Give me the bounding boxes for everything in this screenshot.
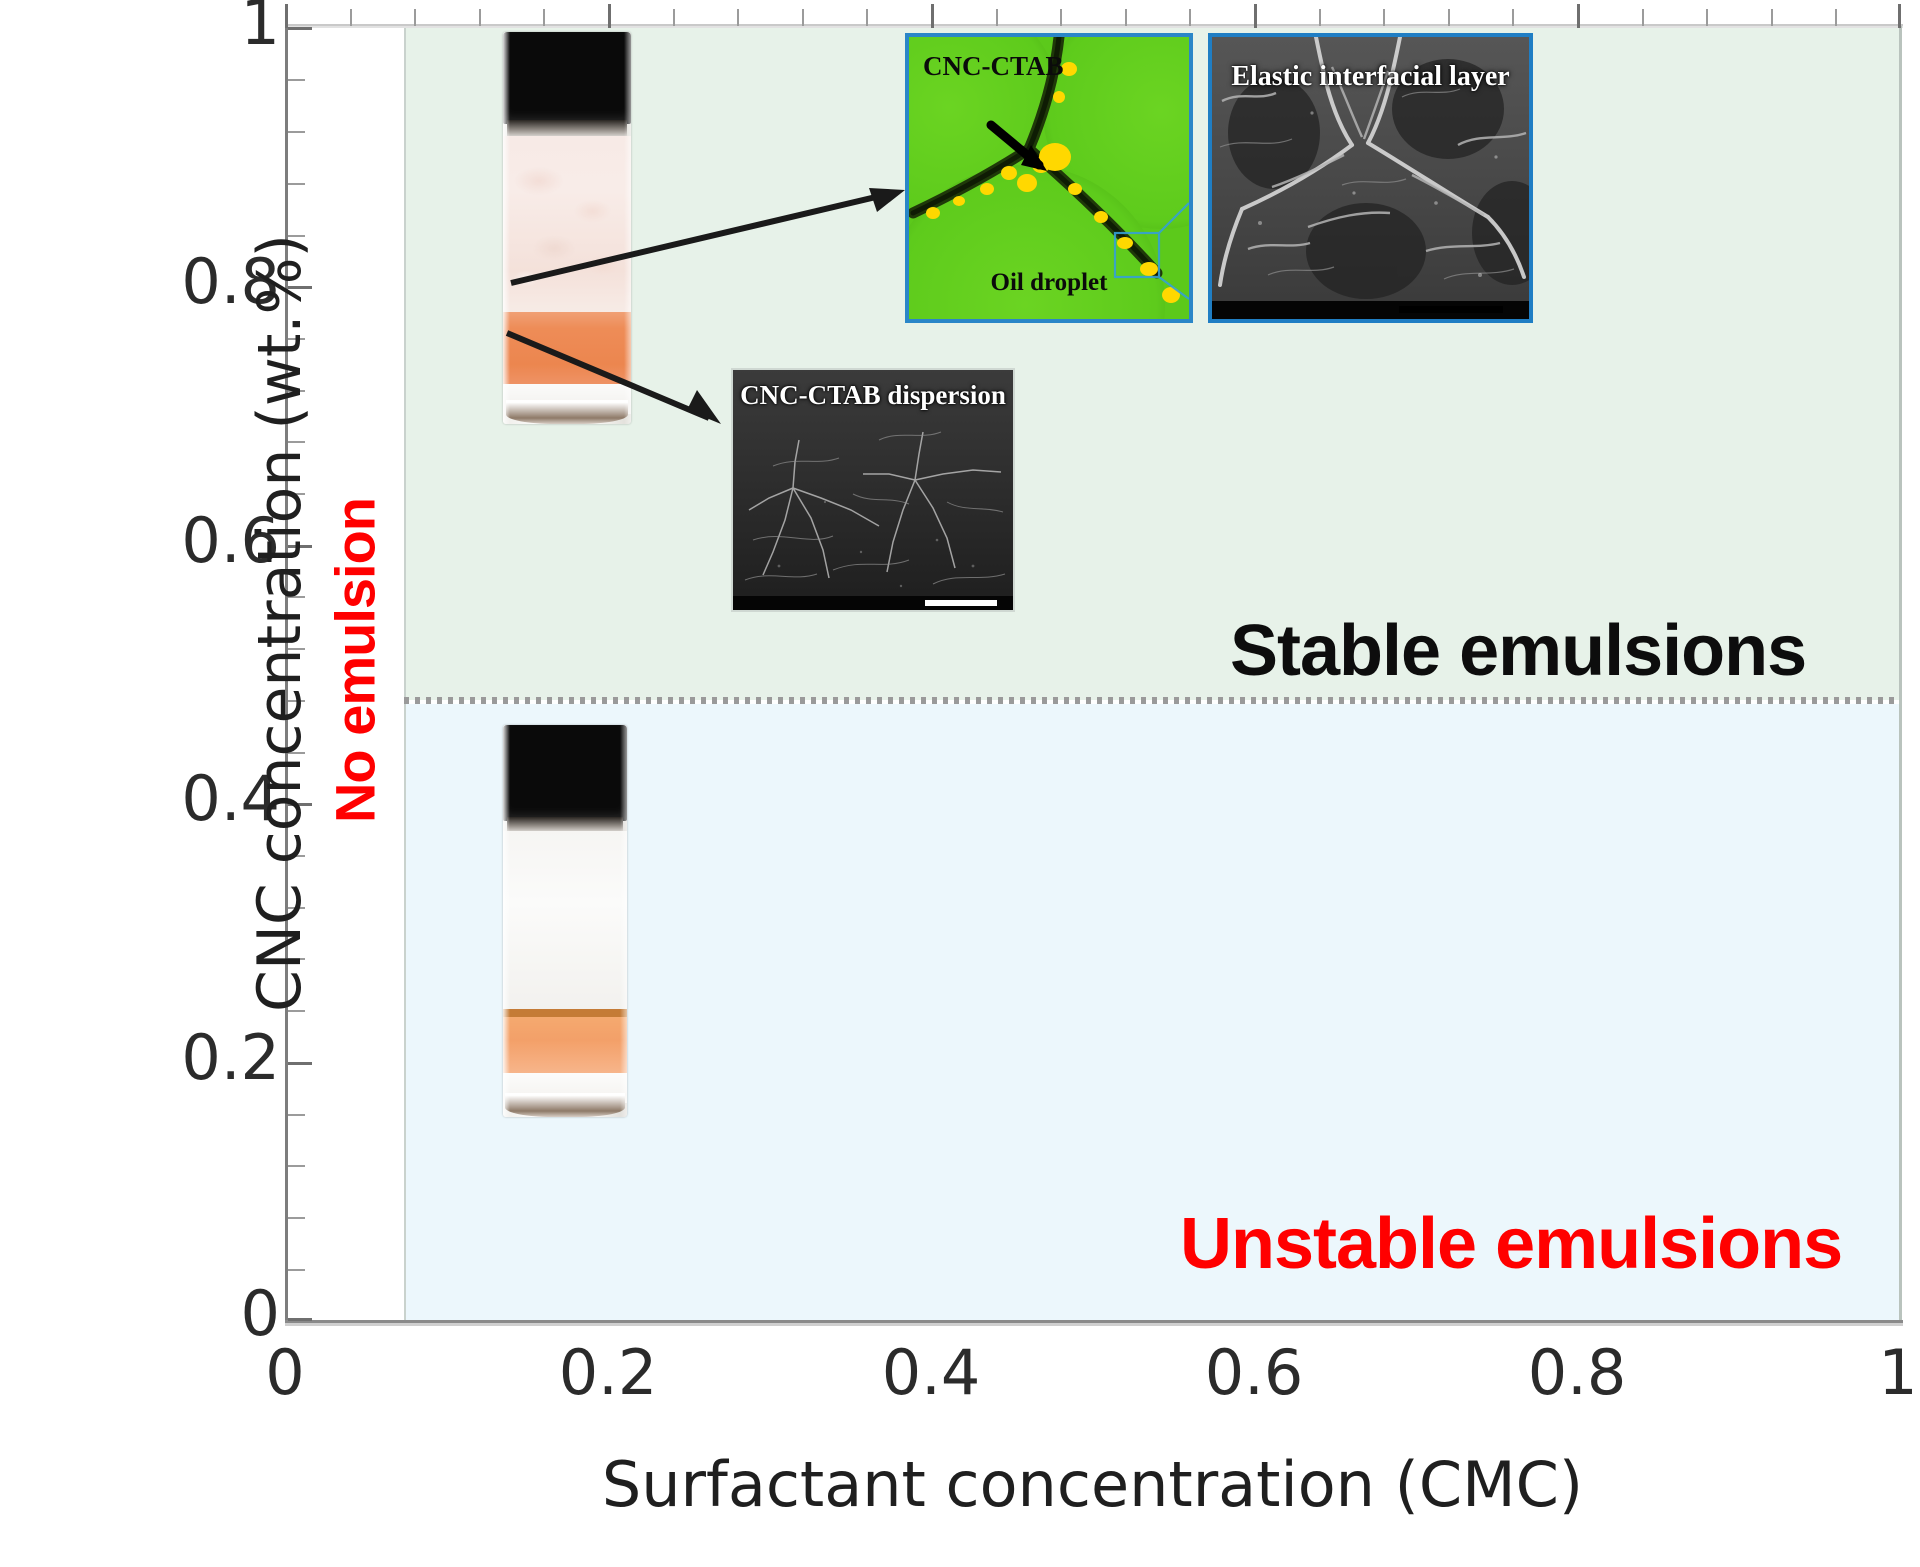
- ytick-minor: [288, 390, 305, 392]
- region-label-no-emulsion: No emulsion: [323, 497, 387, 824]
- xtick-1: [1898, 4, 1901, 28]
- inset-label-oil-droplet: Oil droplet: [990, 269, 1108, 296]
- xtick-0.8: [1577, 4, 1580, 28]
- axis-y: [285, 26, 288, 1322]
- ytick-minor: [288, 1269, 305, 1271]
- ytick-minor: [288, 596, 305, 598]
- ytick-minor: [288, 441, 305, 443]
- xtick-0.4: [931, 4, 934, 28]
- plot-area: No emulsion Stable emulsions Unstable em…: [181, 0, 1917, 1521]
- stable-unstable-boundary-line: [404, 697, 1900, 704]
- xtick-minor: [1125, 9, 1127, 26]
- ytick-label-0.2: 0.2: [181, 1021, 280, 1094]
- ytick-minor: [288, 855, 305, 857]
- xtick-minor: [1383, 9, 1385, 26]
- inset-label-cnc-ctab-dispersion: CNC-CTAB dispersion: [740, 380, 1006, 410]
- sem-interfacial-network: [1212, 37, 1529, 319]
- sem-footer-band: [1212, 301, 1529, 319]
- vial-unstable-emulsion-photo: [503, 725, 627, 1117]
- sem-fibril-network: [733, 370, 1013, 610]
- inset-label-cnc-ctab: CNC-CTAB: [923, 51, 1064, 81]
- ytick-1: [288, 27, 312, 30]
- inset-confocal-oil-droplets: CNC-CTAB Oil droplet: [905, 33, 1193, 323]
- vial-stable-emulsion-photo: [503, 32, 631, 424]
- ytick-minor: [288, 700, 305, 702]
- xtick-label-0.6: 0.6: [1204, 1336, 1304, 1409]
- ytick-minor: [288, 79, 305, 81]
- axis-right: [1899, 26, 1902, 1322]
- xtick-label-1: 1: [1878, 1336, 1918, 1409]
- ytick-minor: [288, 1010, 305, 1012]
- xtick-minor: [414, 9, 416, 26]
- y-axis-title: CNC concentration (wt.%): [245, 234, 315, 1012]
- ytick-minor: [288, 752, 305, 754]
- region-unstable-emulsions: [405, 704, 1900, 1320]
- xtick-minor: [1319, 9, 1321, 26]
- ytick-minor: [288, 648, 305, 650]
- ytick-label-0: 0: [240, 1277, 280, 1350]
- xtick-minor: [1771, 9, 1773, 26]
- xtick-minor: [737, 9, 739, 26]
- xtick-minor: [1512, 9, 1514, 26]
- x-axis-title: Surfactant concentration (CMC): [601, 1448, 1584, 1521]
- ytick-label-0.6: 0.6: [181, 504, 280, 577]
- xtick-label-0.2: 0.2: [558, 1336, 658, 1409]
- no-emulsion-boundary-line: [404, 28, 406, 1320]
- xtick-minor: [1835, 9, 1837, 26]
- xtick-0: [285, 4, 288, 28]
- xtick-minor: [1706, 9, 1708, 26]
- ytick-minor: [288, 1165, 305, 1167]
- ytick-minor: [288, 338, 305, 340]
- ytick-minor: [288, 235, 305, 237]
- ytick-label-1: 1: [240, 0, 280, 59]
- ytick-label-0.4: 0.4: [181, 762, 280, 835]
- sem-footer-band: [733, 596, 1013, 610]
- ytick-minor: [288, 1217, 305, 1219]
- xtick-0.6: [1254, 4, 1257, 28]
- ytick-0.4: [288, 803, 312, 806]
- inset-label-elastic-interfacial-layer: Elastic interfacial layer: [1231, 61, 1510, 92]
- scale-bar: [1399, 306, 1503, 313]
- ytick-0: [288, 1318, 312, 1321]
- xtick-minor: [802, 9, 804, 26]
- xtick-minor: [1060, 9, 1062, 26]
- region-label-stable-emulsions: Stable emulsions: [1230, 611, 1807, 691]
- scale-bar: [925, 600, 997, 606]
- inset-sem-cnc-ctab-dispersion: CNC-CTAB dispersion: [733, 370, 1013, 610]
- ytick-minor: [288, 1114, 305, 1116]
- xtick-minor: [866, 9, 868, 26]
- ytick-minor: [288, 131, 305, 133]
- ytick-minor: [288, 907, 305, 909]
- confocal-pointer-arrow: [986, 120, 1047, 171]
- xtick-minor: [479, 9, 481, 26]
- xtick-label-0.4: 0.4: [881, 1336, 981, 1409]
- xtick-minor: [673, 9, 675, 26]
- ytick-minor: [288, 493, 305, 495]
- ytick-0.6: [288, 545, 312, 548]
- ytick-label-0.8: 0.8: [181, 245, 280, 318]
- xtick-label-0.8: 0.8: [1527, 1336, 1627, 1409]
- region-no-emulsion: [285, 28, 405, 1320]
- ytick-0.2: [288, 1062, 312, 1065]
- ytick-minor: [288, 958, 305, 960]
- region-label-unstable-emulsions: Unstable emulsions: [1180, 1204, 1843, 1284]
- xtick-label-0: 0: [265, 1336, 305, 1409]
- xtick-minor: [1642, 9, 1644, 26]
- xtick-minor: [1448, 9, 1450, 26]
- ytick-minor: [288, 183, 305, 185]
- xtick-0.2: [608, 4, 611, 28]
- axis-top: [285, 24, 1903, 28]
- inset-sem-elastic-interfacial-layer: Elastic interfacial layer: [1208, 33, 1533, 323]
- xtick-minor: [996, 9, 998, 26]
- ytick-0.8: [288, 286, 312, 289]
- axis-x: [285, 1320, 1903, 1326]
- confocal-droplet-network: [909, 37, 1189, 319]
- xtick-minor: [350, 9, 352, 26]
- xtick-minor: [1189, 9, 1191, 26]
- xtick-minor: [543, 9, 545, 26]
